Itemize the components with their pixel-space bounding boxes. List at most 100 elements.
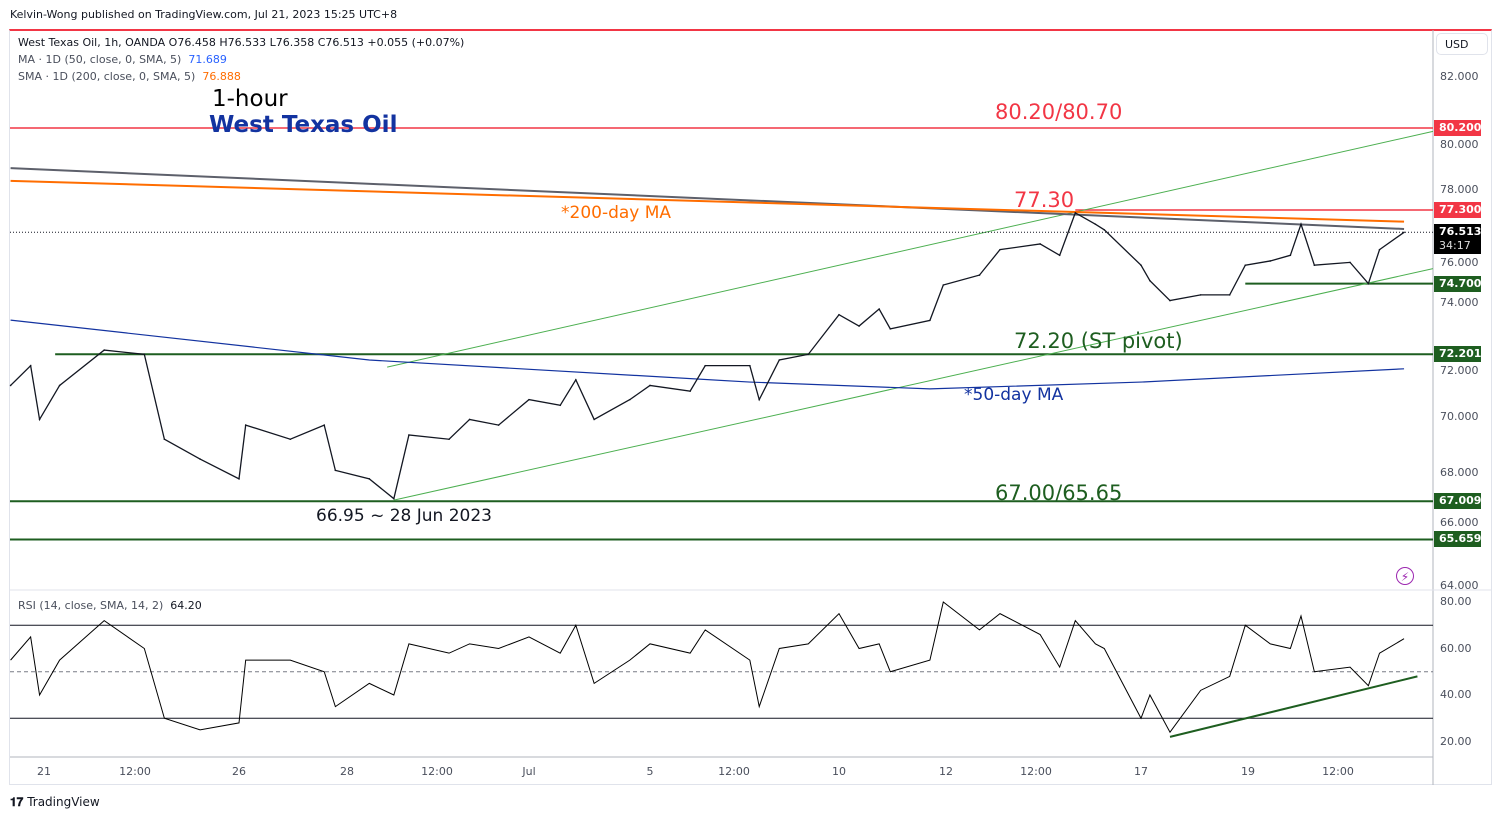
price-tick: 72.000 — [1440, 364, 1479, 377]
publisher-line: Kelvin-Wong published on TradingView.com… — [10, 8, 398, 21]
price-tick: 82.000 — [1440, 70, 1479, 83]
time-tick: 5 — [646, 765, 654, 778]
price-point — [103, 349, 105, 351]
price-point — [1094, 223, 1097, 225]
price-point — [1228, 294, 1231, 296]
price-point — [9, 384, 12, 387]
legend-ma50: MA · 1D (50, close, 0, SMA, 5) 71.689 — [18, 53, 227, 66]
sma200-line — [10, 179, 1405, 223]
time-tick: 12:00 — [421, 765, 453, 778]
time-tick: 10 — [832, 765, 846, 778]
rsi-tick: 40.00 — [1440, 688, 1472, 701]
price-tick: 68.000 — [1440, 466, 1479, 480]
price-point — [749, 364, 751, 367]
price-point — [199, 458, 201, 460]
price-point — [1149, 279, 1151, 282]
time-tick: Jul — [522, 765, 536, 778]
price-point — [29, 364, 32, 367]
price-point — [878, 308, 880, 310]
price-point — [163, 438, 166, 441]
price-point — [649, 384, 651, 387]
rsi-line — [10, 601, 1405, 734]
time-tick: 12:00 — [119, 765, 151, 778]
rsi-label: RSI (14, close, SMA, 14, 2) — [18, 599, 164, 612]
price-tick: 66.000 — [1440, 515, 1479, 529]
price-point — [1103, 229, 1106, 231]
price-tick: 64.000 — [1440, 579, 1479, 593]
time-tick: 12 — [939, 765, 953, 778]
sma200-label: SMA · 1D (200, close, 0, SMA, 5) — [18, 70, 196, 83]
legend-symbol: West Texas Oil, 1h, OANDA O76.458 H76.53… — [18, 36, 465, 49]
price-point — [323, 424, 326, 426]
price-point — [1300, 223, 1302, 225]
price-point — [143, 353, 146, 356]
price-point — [244, 424, 247, 426]
annotation-pivot: 72.20 (ST pivot) — [1014, 329, 1183, 353]
price-point — [1169, 299, 1171, 302]
time-tick: 12:00 — [718, 765, 750, 778]
price-point — [704, 364, 707, 367]
price-point — [289, 438, 292, 441]
time-tick: 19 — [1241, 765, 1255, 778]
price-point — [838, 313, 840, 316]
price-point — [1244, 264, 1247, 266]
price-label-65.659: 65.659 — [1434, 531, 1481, 548]
price-tick: 76.000 — [1440, 255, 1479, 269]
price-tick: 80.000 — [1440, 137, 1479, 151]
annotation-50ma: *50-day MA — [964, 385, 1064, 405]
annotation-support: 67.00/65.65 — [995, 481, 1123, 505]
chart-subtitle: West Texas Oil — [209, 112, 398, 138]
price-point — [238, 478, 240, 480]
time-tick: 12:00 — [1020, 765, 1052, 778]
price-point — [334, 469, 337, 472]
price-point — [38, 418, 41, 421]
price-series-line — [10, 211, 1405, 500]
price-point — [1199, 294, 1202, 296]
price-point — [1289, 254, 1292, 257]
price-label-80.200: 80.200 — [1434, 119, 1481, 136]
annotation-resistance: 80.20/80.70 — [995, 100, 1123, 124]
lightning-icon[interactable]: ⚡ — [1396, 567, 1414, 585]
price-point — [559, 404, 562, 407]
channel-lower-line — [393, 268, 1434, 501]
price-point — [393, 497, 395, 500]
ma50-line — [10, 319, 1405, 390]
price-point — [1269, 260, 1272, 262]
tradingview-logo[interactable]: 𝟏𝟕 TradingView — [10, 795, 100, 810]
time-tick: 26 — [232, 765, 246, 778]
price-point — [629, 398, 631, 401]
price-point — [999, 248, 1001, 251]
countdown-label: 34:17 — [1434, 238, 1481, 255]
channel-upper-line — [387, 130, 1434, 368]
legend-sma200: SMA · 1D (200, close, 0, SMA, 5) 76.888 — [18, 70, 241, 83]
price-point — [1039, 243, 1041, 245]
annotation-200ma: *200-day MA — [561, 203, 672, 223]
price-point — [408, 434, 410, 436]
price-point — [1074, 212, 1077, 214]
rsi-tick: 20.00 — [1440, 734, 1472, 748]
currency-button[interactable]: USD — [1436, 33, 1488, 55]
price-point — [448, 438, 450, 441]
rsi-value: 64.20 — [170, 599, 202, 612]
price-point — [889, 328, 892, 330]
price-point — [58, 384, 61, 387]
time-tick: 12:00 — [1322, 765, 1354, 778]
legend-rsi: RSI (14, close, SMA, 14, 2) 64.20 — [18, 599, 202, 612]
price-point — [1367, 282, 1370, 285]
rsi-tick: 80.00 — [1440, 595, 1472, 608]
rsi-trendline — [1169, 675, 1418, 738]
price-point — [778, 359, 781, 361]
price-point — [1313, 264, 1316, 266]
time-tick: 21 — [37, 765, 51, 778]
price-point — [468, 418, 471, 421]
price-point — [575, 379, 577, 381]
annotation-low: 66.95 ~ 28 Jun 2023 — [316, 506, 492, 526]
price-point — [1058, 254, 1061, 257]
price-point — [1378, 248, 1381, 251]
price-label-67.009: 67.009 — [1434, 493, 1481, 510]
price-point — [978, 274, 981, 276]
ma50-label: MA · 1D (50, close, 0, SMA, 5) — [18, 53, 182, 66]
price-tick: 74.000 — [1440, 296, 1479, 310]
